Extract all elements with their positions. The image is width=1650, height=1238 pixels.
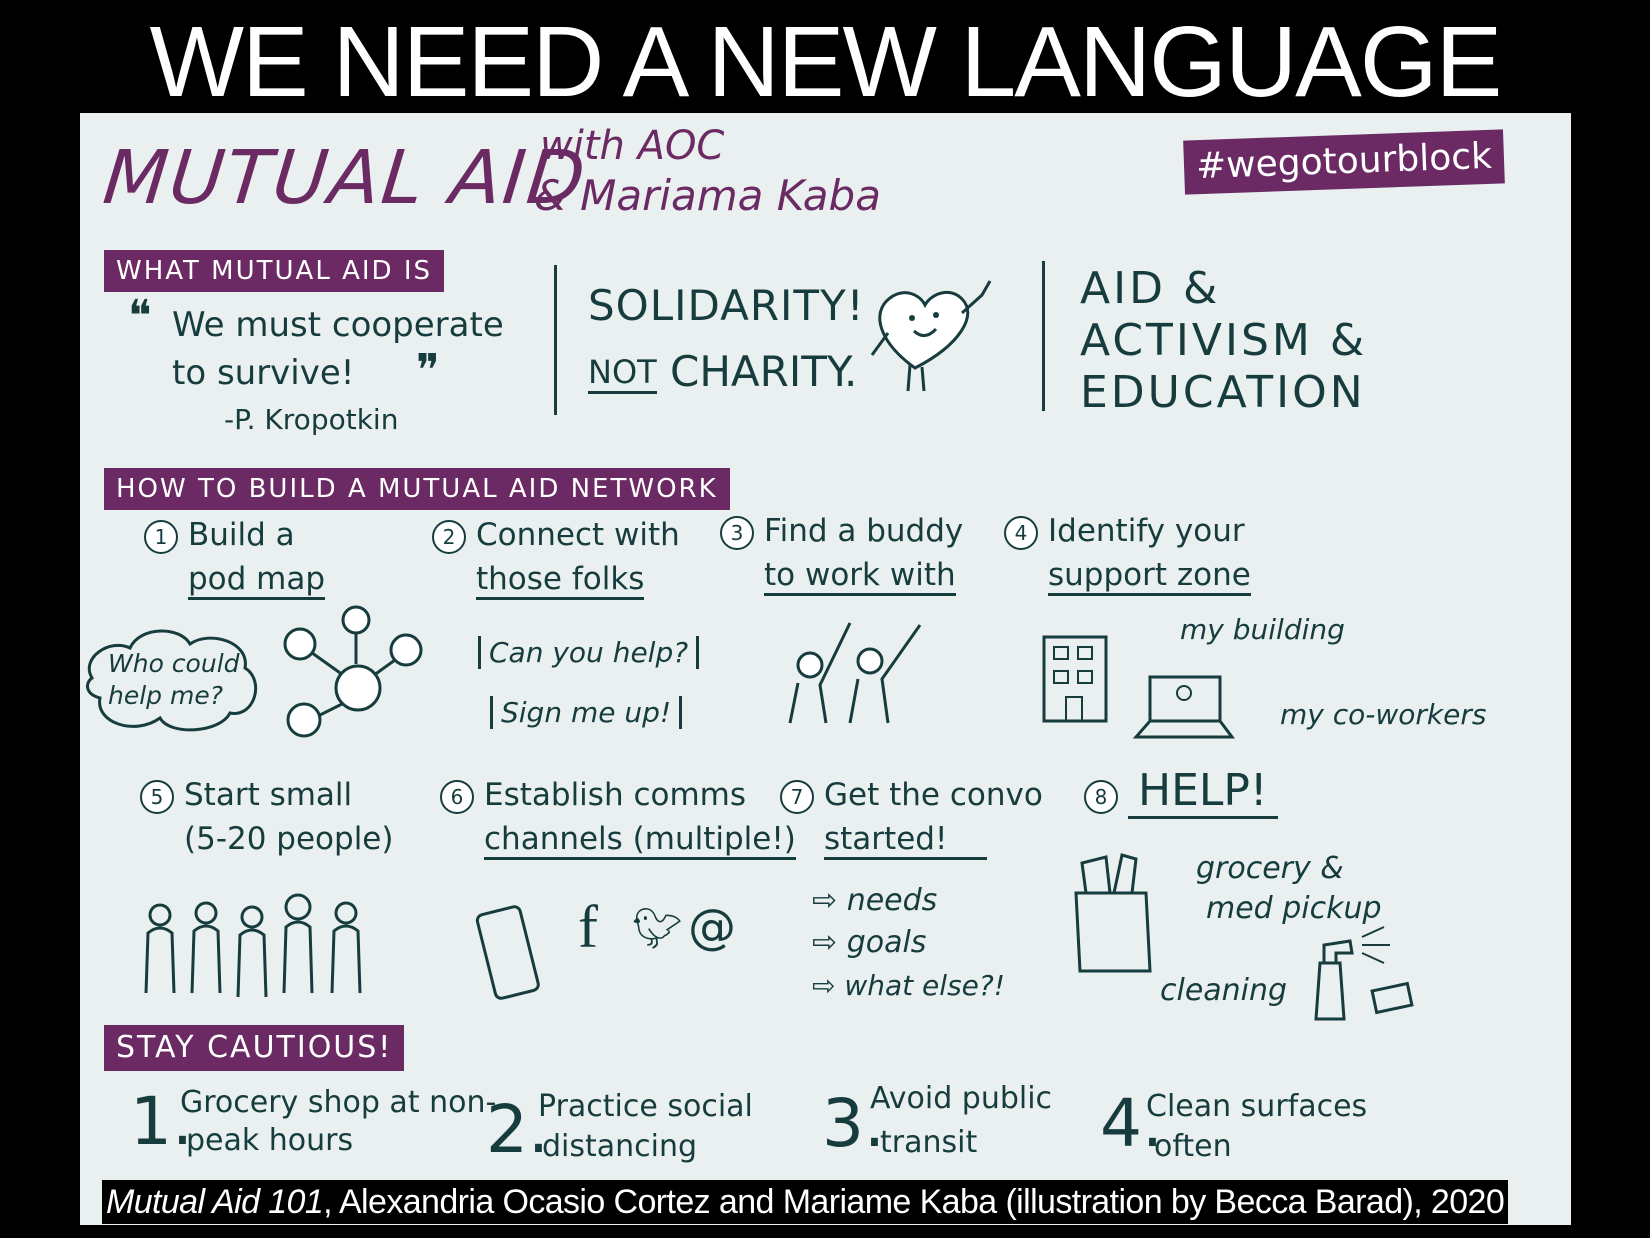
step-2: 2 Connect with those folks	[432, 513, 680, 601]
caution-1-line2: peak hours	[186, 1123, 354, 1158]
solidarity-text: SOLIDARITY!	[588, 281, 865, 330]
caution-2-number: 2.	[486, 1091, 549, 1168]
divider-2	[1042, 261, 1045, 411]
caution-3-number: 3.	[822, 1085, 885, 1162]
convo-item-needs: ⇨ needs	[812, 883, 938, 918]
heart-character-icon	[870, 280, 992, 392]
laptop-coworker-icon	[1132, 675, 1235, 739]
step-6-number: 6	[440, 779, 474, 814]
convo-item-what-else: ⇨ what else?!	[812, 969, 1005, 1002]
spray-bottle-icon	[1314, 926, 1414, 1021]
quote-author: -P. Kropotkin	[224, 403, 399, 436]
step-6: 6 Establish comms channels (multiple!)	[440, 773, 796, 861]
caution-banner: STAY CAUTIOUS!	[104, 1025, 405, 1071]
step-2-line2: those folks	[476, 561, 645, 600]
caution-4-line2: often	[1154, 1129, 1232, 1164]
step-8-number: 8	[1084, 779, 1118, 814]
step-8-line1: HELP!	[1128, 765, 1278, 819]
caution-3-line1: Avoid public	[870, 1081, 1053, 1116]
step-7-number: 7	[780, 779, 814, 814]
how-to-banner: HOW TO BUILD A MUTUAL AID NETWORK	[104, 468, 730, 510]
step-5: 5 Start small (5-20 people)	[140, 773, 393, 861]
aid-text: AID &	[1080, 263, 1221, 314]
heading-with: with AOC	[540, 123, 725, 169]
heading-names: & Mariama Kaba	[534, 171, 881, 220]
step-5-number: 5	[140, 779, 174, 814]
step-4-line2: support zone	[1048, 557, 1251, 596]
grocery-text: grocery &	[1196, 851, 1344, 886]
caution-2-line2: distancing	[542, 1129, 698, 1164]
cleaning-text: cleaning	[1160, 973, 1288, 1008]
quote-close-mark: ❞	[416, 345, 440, 396]
building-icon	[1042, 635, 1108, 723]
cloud-outline-icon	[86, 629, 258, 732]
step-8: 8 HELP!	[1084, 765, 1278, 819]
step-2-number: 2	[432, 519, 466, 554]
facebook-icon: f	[578, 894, 598, 960]
image-caption: Mutual Aid 101, Alexandria Ocasio Cortez…	[102, 1180, 1509, 1224]
what-is-banner: WHAT MUTUAL AID IS	[104, 250, 444, 292]
step-7-line2: started!	[824, 821, 988, 860]
slide-title: WE NEED A NEW LANGUAGE	[149, 6, 1503, 118]
step-1-number: 1	[144, 519, 178, 554]
cloud-text: Who could help me?	[108, 649, 240, 710]
pod-map-network-icon	[283, 605, 423, 738]
step-7: 7 Get the convo started!	[780, 773, 1043, 861]
my-building-text: my building	[1180, 613, 1345, 646]
step-3-number: 3	[720, 515, 754, 550]
step-2-line1: Connect with	[476, 517, 680, 553]
caution-3-line2: transit	[880, 1125, 978, 1160]
step-1-line2: pod map	[188, 561, 326, 600]
step-7-line1: Get the convo	[824, 777, 1043, 813]
step-6-line2: channels (multiple!)	[484, 821, 796, 860]
can-you-help-text: Can you help?	[478, 636, 700, 669]
buddies-high-five-icon	[788, 622, 922, 724]
at-sign-icon: @	[688, 899, 736, 955]
caution-1-line1: Grocery shop at non-	[180, 1085, 497, 1120]
step-5-line1: Start small	[184, 777, 353, 813]
quote-open-mark: ❝	[128, 291, 152, 342]
education-text: EDUCATION	[1080, 367, 1366, 418]
step-3-line2: to work with	[764, 557, 956, 596]
caution-2-line1: Practice social	[538, 1089, 753, 1124]
hashtag-badge: #wegotourblock	[1183, 129, 1505, 195]
heading-main: MUTUAL AID	[99, 135, 591, 221]
step-4-line1: Identify your	[1048, 513, 1245, 549]
step-4: 4 Identify your support zone	[1004, 509, 1251, 597]
not-text: NOT	[588, 353, 657, 394]
my-coworkers-text: my co-workers	[1280, 698, 1487, 731]
med-pickup-text: med pickup	[1206, 891, 1382, 926]
quote-line1: We must cooperate	[172, 305, 504, 345]
step-4-number: 4	[1004, 515, 1038, 550]
step-1: 1 Build a pod map	[144, 513, 326, 601]
convo-item-goals: ⇨ goals	[812, 925, 927, 960]
caution-1-number: 1.	[130, 1083, 193, 1160]
caution-4-number: 4.	[1100, 1085, 1163, 1162]
step-6-line1: Establish comms	[484, 777, 747, 813]
step-1-line1: Build a	[188, 517, 295, 553]
caption-title: Mutual Aid 101	[106, 1183, 324, 1221]
illustration-board: MUTUAL AID with AOC & Mariama Kaba #wego…	[80, 113, 1571, 1225]
caption-credit: , Alexandria Ocasio Cortez and Mariame K…	[323, 1183, 1505, 1221]
sign-me-up-text: Sign me up!	[490, 696, 683, 729]
twitter-bird-icon: 🐦︎	[632, 906, 683, 952]
step-3: 3 Find a buddy to work with	[720, 509, 963, 597]
quote-line2: to survive!	[172, 353, 355, 393]
caution-4-line1: Clean surfaces	[1146, 1089, 1368, 1124]
divider-1	[554, 265, 557, 415]
phone-icon	[475, 905, 540, 1000]
charity-text: CHARITY.	[670, 347, 858, 396]
activism-text: ACTIVISM &	[1080, 315, 1368, 366]
group-of-people-icon	[144, 893, 362, 998]
step-3-line1: Find a buddy	[764, 513, 964, 549]
grocery-bag-icon	[1074, 853, 1152, 973]
step-5-line2: (5-20 people)	[184, 821, 394, 857]
